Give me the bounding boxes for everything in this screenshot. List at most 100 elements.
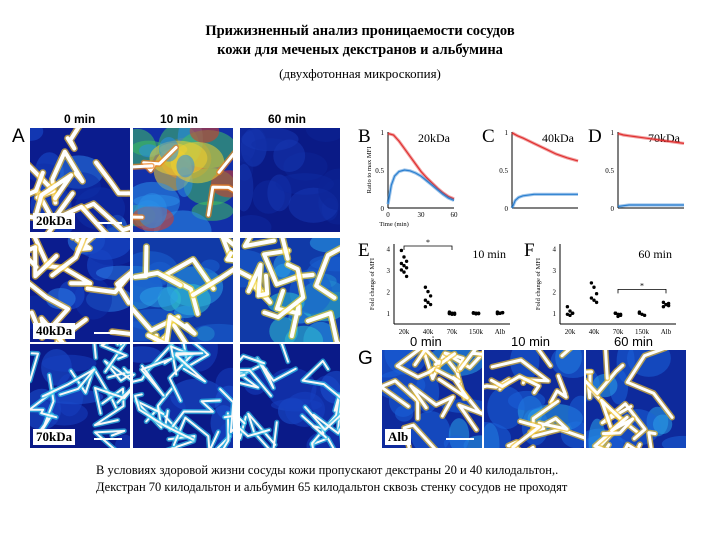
data-point [404,266,409,270]
chart-panel-label: C [482,126,495,147]
data-point [594,292,599,296]
chart-title: 40kDa [542,131,575,145]
data-point [616,314,620,319]
data-point [589,281,594,285]
data-point [404,259,409,263]
chart-panel-label: D [588,126,602,147]
data-point [495,311,500,316]
data-point [500,310,505,315]
slide-caption: В условиях здоровой жизни сосуды кожи пр… [96,462,656,496]
chart-e: E 10 min 1 2 3 4 20k 40k 70k 150k Alb Fold change o… [358,238,510,336]
y-axis-label: Fold change of MFI [369,258,376,310]
data-point [399,248,404,253]
data-point [404,274,409,279]
data-point [570,311,575,315]
x-tick-label: 60 [451,211,459,219]
chart-panel-label: B [358,126,371,147]
x-axis-label: Time (min) [379,221,409,228]
data-point [428,294,433,298]
data-point [471,311,476,315]
x-tick-label: 70k [447,328,458,336]
y-tick-label: 2 [387,289,391,297]
series-line-blue [617,204,684,208]
y-tick-label: 4 [387,245,391,253]
data-point [399,261,404,266]
y-tick-label: 0 [611,205,615,213]
x-tick-label: 150k [469,328,484,336]
data-point [565,312,570,316]
data-point [589,296,594,300]
data-point [402,270,406,274]
panel-g-label: G [358,348,373,369]
y-tick-label: 0.5 [499,167,508,175]
y-tick-label: 0 [381,205,385,213]
chart-title: 60 min [638,247,672,261]
data-point [452,312,457,316]
data-point [426,300,430,305]
data-point [474,312,478,316]
micrograph-tile: 40kDa [30,238,130,342]
significance-bracket [403,245,453,250]
data-point [399,268,404,272]
data-point [565,305,570,309]
y-tick-label: 1 [553,310,557,318]
data-point [402,263,406,268]
chart-f: F 60 min 1 2 3 4 20k 40k 70k 150k Alb Fold change o… [524,240,676,336]
panel-a-col-1: 10 min [160,112,199,126]
y-tick-label: 1 [505,129,509,137]
chart-title: 10 min [472,247,506,261]
series-line-blue [511,193,578,209]
x-tick-label: Alb [495,328,506,336]
panel-a-label: A [12,126,25,147]
slide-title-line1: Прижизненный анализ проницаемости сосудо… [205,23,515,39]
significance-bracket [617,289,667,294]
series-line-red [617,132,685,144]
data-point [592,298,596,302]
y-tick-label: 0.5 [375,167,384,175]
series-line-red [511,132,579,162]
y-tick-label: 3 [553,267,557,275]
micrograph-tile: 70kDa [30,344,130,448]
y-tick-label: 4 [553,245,557,253]
chart-c: C 40kDa 0 0.5 1 [482,126,579,213]
significance-star: * [640,281,644,290]
caption-line2: Декстран 70 килодальтон и альбумин 65 ки… [96,480,568,494]
x-tick-label: Alb [661,328,672,336]
y-tick-label: 0.5 [605,167,614,175]
micrograph-tile [133,128,233,232]
x-tick-label: 150k [635,328,650,336]
data-point [498,311,502,315]
data-point [642,313,647,318]
y-tick-label: 2 [553,289,557,297]
data-point [426,289,430,294]
data-point [402,255,406,259]
micrograph-tile [240,344,340,448]
panel-a-col-0: 0 min [64,112,96,126]
slide-subtitle: (двухфотонная микроскопия) [279,66,441,81]
data-point [666,301,671,306]
y-axis-label: Fold change of MFI [535,258,542,310]
data-point [637,310,642,314]
x-tick-label: 30 [418,211,426,219]
y-tick-label: 1 [387,310,391,318]
data-point [423,285,428,289]
series-line-red [387,132,455,200]
panel-g-row-label: Alb [385,429,412,445]
chart-b: B 20kDa 0 0.5 1 0 30 60 Ratio to max MFI Time (mi… [358,126,459,228]
caption-line1: В условиях здоровой жизни сосуды кожи пр… [96,463,559,477]
x-tick-label: 40k [589,328,600,336]
data-point [568,309,572,313]
panel-g-col-2: 60 min [614,334,654,349]
data-point [428,302,433,307]
micrograph-tile [133,238,233,342]
micrograph-tile [240,128,340,232]
data-point [640,312,644,316]
data-point [476,311,481,315]
data-point [592,285,596,289]
chart-title: 20kDa [418,131,451,145]
panel-g-col-0: 0 min [410,334,442,349]
micrograph-tile [484,350,584,448]
series-line-blue [387,169,455,205]
micrograph-tile [133,344,233,448]
panel-a-row-label-2: 70kDa [33,429,76,445]
